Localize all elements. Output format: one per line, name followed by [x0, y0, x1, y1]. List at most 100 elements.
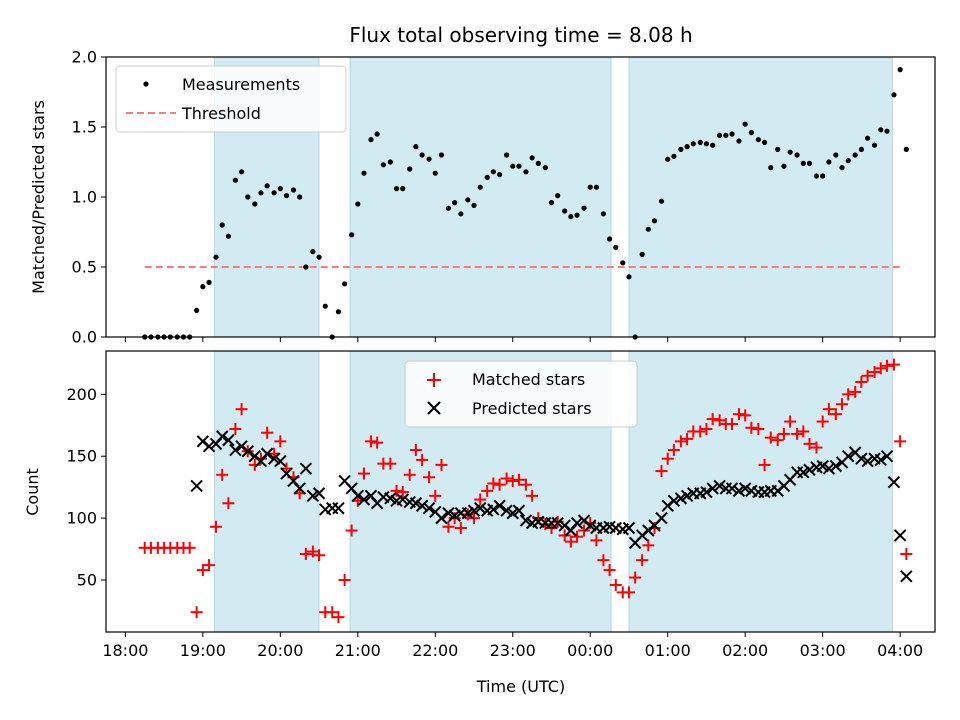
- predicted-star-point: [803, 463, 816, 477]
- matched-star-point: [190, 606, 203, 619]
- matched-star-point: [784, 415, 797, 428]
- matched-star-point: [448, 512, 461, 525]
- predicted-star-point: [435, 511, 448, 525]
- matched-star-point: [636, 554, 649, 567]
- matched-star-point: [196, 564, 209, 577]
- bottom-shaded-interval: [628, 350, 893, 633]
- matched-star-point: [771, 434, 784, 447]
- measurement-point: [361, 170, 367, 176]
- measurement-point: [813, 173, 820, 179]
- bottom-y-tick-label: 150: [66, 447, 97, 466]
- matched-star-point: [855, 375, 868, 388]
- measurement-point: [303, 264, 309, 270]
- measurement-point: [878, 127, 884, 133]
- measurement-point: [297, 194, 303, 200]
- matched-star-point: [384, 457, 397, 470]
- matched-star-point: [874, 362, 887, 375]
- measurement-point: [529, 155, 535, 161]
- measurement-point: [864, 135, 871, 141]
- predicted-star-point: [190, 479, 203, 493]
- measurement-point: [213, 254, 219, 260]
- measurement-point: [387, 159, 393, 165]
- matched-star-point: [694, 425, 707, 438]
- matched-star-point: [429, 489, 442, 502]
- x-tick-label: 21:00: [335, 641, 381, 660]
- predicted-star-point: [829, 459, 843, 473]
- chart-title: Flux total observing time = 8.08 h: [349, 23, 692, 47]
- measurement-point: [516, 163, 522, 169]
- matched-star-point: [732, 408, 745, 421]
- bottom-plot-frame: [105, 350, 936, 633]
- top-y-axis-label: Matched/Predicted stars: [29, 100, 48, 294]
- measurement-point: [587, 184, 593, 190]
- matched-star-point: [661, 452, 674, 465]
- matched-star-point: [887, 358, 900, 371]
- matched-star-point: [409, 444, 422, 457]
- measurement-point: [806, 160, 813, 166]
- bottom-y-tick-label: 200: [66, 385, 97, 404]
- measurement-point: [903, 146, 909, 152]
- matched-star-point: [836, 398, 849, 411]
- measurement-point: [651, 218, 658, 224]
- matched-star-point: [609, 578, 622, 591]
- measurement-point: [349, 232, 355, 238]
- matched-star-point: [726, 418, 739, 431]
- top-y-tick-label: 0.0: [72, 328, 97, 347]
- predicted-star-point: [700, 485, 713, 499]
- measurement-point: [871, 142, 878, 148]
- measurement-point: [897, 67, 903, 73]
- matched-star-point: [590, 534, 603, 547]
- top-shaded-interval: [628, 56, 893, 338]
- measurement-point: [820, 173, 826, 179]
- measurement-point: [671, 153, 677, 159]
- top-shaded-interval: [349, 56, 612, 338]
- predicted-star-point: [512, 504, 526, 517]
- matched-star-point: [390, 484, 403, 497]
- predicted-star-point: [299, 462, 313, 475]
- measurement-point: [884, 128, 890, 134]
- measurement-point: [374, 131, 380, 137]
- matched-star-point: [500, 472, 513, 485]
- measurement-point: [194, 307, 200, 313]
- matched-star-point: [880, 359, 893, 372]
- measurement-point: [225, 233, 232, 239]
- matched-star-point: [752, 422, 765, 435]
- matched-star-point: [396, 486, 409, 499]
- measurement-point: [593, 184, 600, 190]
- matched-star-point: [564, 535, 577, 548]
- matched-star-point: [829, 408, 842, 421]
- measurement-point: [697, 139, 703, 145]
- matched-star-point: [493, 478, 506, 491]
- matched-star-point: [777, 427, 790, 440]
- matched-star-point: [345, 524, 358, 537]
- legend-matched-label: Matched stars: [472, 370, 585, 389]
- measurement-point: [252, 201, 258, 207]
- matched-star-point: [487, 477, 500, 490]
- matched-star-point: [558, 529, 571, 542]
- predicted-star-point: [293, 482, 306, 495]
- measurement-point: [775, 146, 781, 152]
- measurement-point: [271, 190, 277, 196]
- predicted-star-point: [474, 502, 487, 515]
- measurement-point: [316, 254, 322, 260]
- matched-star-point: [842, 388, 855, 401]
- x-tick-label: 22:00: [412, 641, 458, 660]
- measurement-point: [755, 137, 761, 143]
- legend-predicted-label: Predicted stars: [472, 399, 592, 418]
- top-legend: Measurements Threshold: [115, 65, 347, 133]
- measurement-point: [723, 132, 729, 138]
- predicted-star-point: [487, 503, 500, 516]
- matched-star-point: [803, 437, 816, 450]
- matched-star-point: [474, 493, 487, 506]
- matched-star-point: [229, 422, 242, 435]
- measurement-point: [310, 249, 316, 255]
- matched-star-point: [306, 545, 319, 558]
- bottom-y-tick-label: 50: [77, 571, 97, 590]
- measurement-point: [523, 169, 529, 175]
- matched-star-point: [816, 415, 829, 428]
- matched-star-point: [810, 441, 823, 454]
- measurement-point: [742, 121, 748, 127]
- matched-star-point: [622, 586, 635, 599]
- matched-star-point: [706, 413, 719, 426]
- measurement-point: [238, 169, 245, 175]
